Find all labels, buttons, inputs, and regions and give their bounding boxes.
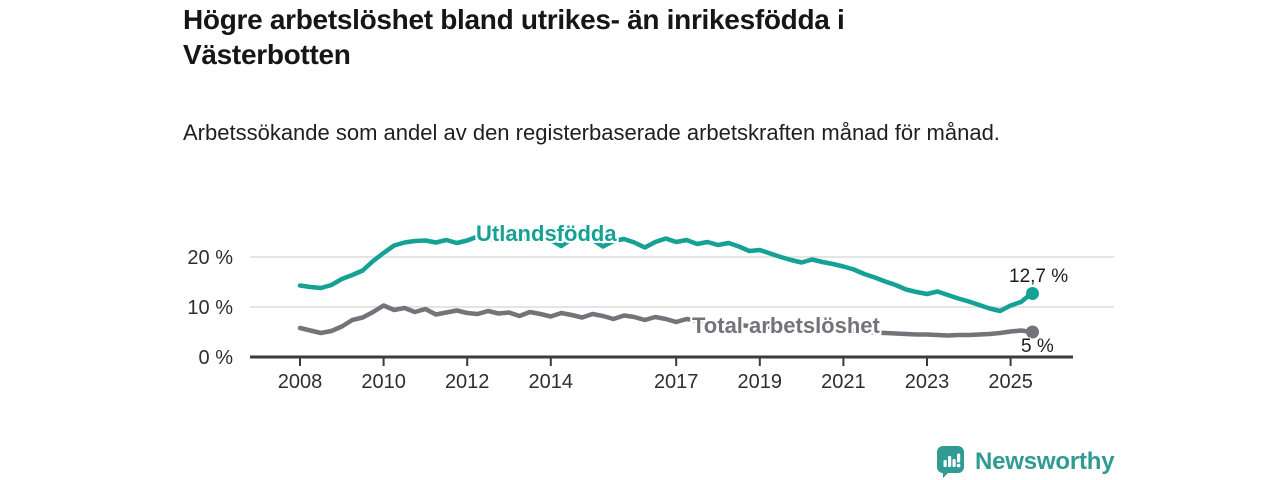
series-endpoint-utlandsfodda bbox=[1026, 287, 1039, 300]
x-tick-label: 2010 bbox=[361, 371, 406, 393]
end-value-label-total: 5 % bbox=[1021, 336, 1054, 357]
x-tick-label: 2012 bbox=[445, 371, 490, 393]
x-axis bbox=[250, 355, 1073, 366]
gridlines bbox=[250, 256, 1114, 308]
series-label-utlandsfodda: Utlandsfödda bbox=[476, 221, 617, 246]
y-tick-label: 20 % bbox=[187, 247, 233, 269]
x-tick-label: 2017 bbox=[654, 371, 699, 393]
x-tick-label: 2008 bbox=[278, 371, 323, 393]
newsworthy-logo-text: Newsworthy bbox=[975, 448, 1115, 475]
series-line-utlandsfodda bbox=[297, 233, 1034, 314]
x-tick-label: 2025 bbox=[988, 371, 1033, 393]
series-endpoint-total bbox=[1026, 325, 1039, 339]
y-tick-label: 10 % bbox=[187, 297, 233, 319]
y-tick-label: 0 % bbox=[199, 347, 234, 369]
x-tick-label: 2019 bbox=[738, 371, 783, 393]
x-tick-label: 2021 bbox=[821, 371, 866, 393]
end-value-label-utlandsfodda: 12,7 % bbox=[1009, 266, 1069, 287]
series-label-total-arbetsloshet: Total arbetslöshet bbox=[692, 313, 880, 338]
series-lines bbox=[297, 233, 1039, 339]
newsworthy-logo[interactable]: Newsworthy bbox=[936, 445, 1115, 479]
newsworthy-logo-icon bbox=[937, 446, 964, 478]
x-tick-label: 2023 bbox=[905, 371, 950, 393]
series-line-total bbox=[297, 303, 1034, 338]
chart-subtitle: Arbetssökande som andel av den registerb… bbox=[183, 120, 1000, 145]
page-title: Högre arbetslöshet bland utrikes- än inr… bbox=[183, 4, 845, 70]
x-tick-label: 2014 bbox=[529, 371, 574, 393]
axis-tick-labels: 0 % 10 % 20 % 2008 2010 2012 2014 2017 2019 2021 2… bbox=[187, 247, 1032, 393]
